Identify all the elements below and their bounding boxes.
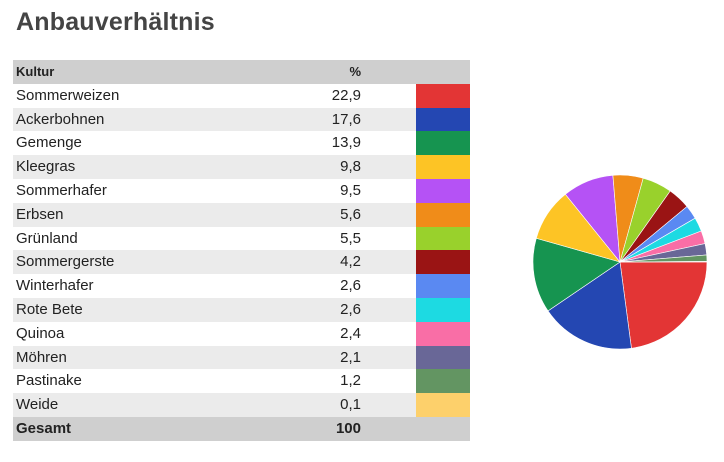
row-kultur: Sommerhafer xyxy=(13,178,303,203)
table-row: Sommergerste 4,2 xyxy=(13,250,470,275)
row-percent: 9,8 xyxy=(303,155,361,179)
pie-slice-gemenge xyxy=(532,237,621,312)
table-row: Möhren 2,1 xyxy=(13,345,470,370)
row-kultur: Rote Bete xyxy=(13,297,303,322)
header-percent: % xyxy=(303,60,361,84)
color-swatch xyxy=(416,297,470,322)
color-swatch xyxy=(416,131,470,156)
table-header: Kultur % xyxy=(13,60,470,84)
row-kultur: Quinoa xyxy=(13,321,303,346)
table-row: Rote Bete 2,6 xyxy=(13,297,470,322)
row-kultur: Ackerbohnen xyxy=(13,107,303,132)
row-percent: 0,1 xyxy=(303,393,361,417)
row-percent: 5,5 xyxy=(303,226,361,251)
row-percent: 2,1 xyxy=(303,345,361,370)
row-percent: 13,9 xyxy=(303,131,361,156)
color-swatch xyxy=(416,321,470,346)
table-row: Kleegras 9,8 xyxy=(13,155,470,179)
total-value: 100 xyxy=(303,416,361,441)
row-kultur: Pastinake xyxy=(13,369,303,394)
color-swatch xyxy=(416,178,470,203)
row-kultur: Sommergerste xyxy=(13,250,303,275)
row-percent: 4,2 xyxy=(303,250,361,275)
table-row: Sommerweizen 22,9 xyxy=(13,83,470,108)
color-swatch xyxy=(416,369,470,394)
row-kultur: Möhren xyxy=(13,345,303,370)
table-row: Gemenge 13,9 xyxy=(13,131,470,156)
color-swatch xyxy=(416,250,470,275)
row-kultur: Winterhafer xyxy=(13,274,303,298)
crop-table: Kultur % Sommerweizen 22,9 Ackerbohnen 17,6… xyxy=(13,60,470,441)
table-row: Ackerbohnen 17,6 xyxy=(13,107,470,132)
header-kultur: Kultur xyxy=(13,60,303,84)
color-swatch xyxy=(416,202,470,227)
table-row: Weide 0,1 xyxy=(13,393,470,417)
total-row: Gesamt 100 xyxy=(13,416,470,441)
row-kultur: Grünland xyxy=(13,226,303,251)
table-row: Winterhafer 2,6 xyxy=(13,274,470,298)
color-swatch xyxy=(416,274,470,298)
row-percent: 1,2 xyxy=(303,369,361,394)
row-percent: 22,9 xyxy=(303,83,361,108)
color-swatch xyxy=(416,83,470,108)
row-percent: 2,6 xyxy=(303,297,361,322)
row-kultur: Weide xyxy=(13,393,303,417)
row-percent: 5,6 xyxy=(303,202,361,227)
row-percent: 2,4 xyxy=(303,321,361,346)
color-swatch xyxy=(416,155,470,179)
table-row: Grünland 5,5 xyxy=(13,226,470,251)
row-kultur: Erbsen xyxy=(13,202,303,227)
row-kultur: Gemenge xyxy=(13,131,303,156)
table-row: Pastinake 1,2 xyxy=(13,369,470,394)
color-swatch xyxy=(416,226,470,251)
page-title: Anbauverhältnis xyxy=(16,8,215,36)
row-kultur: Sommerweizen xyxy=(13,83,303,108)
row-kultur: Kleegras xyxy=(13,155,303,179)
color-swatch xyxy=(416,393,470,417)
table-row: Erbsen 5,6 xyxy=(13,202,470,227)
table-row: Quinoa 2,4 xyxy=(13,321,470,346)
pie-chart xyxy=(532,174,708,350)
table-row: Sommerhafer 9,5 xyxy=(13,178,470,203)
total-label: Gesamt xyxy=(13,416,303,441)
pie-slice-ackerbohnen xyxy=(547,261,632,350)
color-swatch xyxy=(416,107,470,132)
row-percent: 9,5 xyxy=(303,178,361,203)
color-swatch xyxy=(416,345,470,370)
row-percent: 2,6 xyxy=(303,274,361,298)
pie-slice-weide xyxy=(619,261,708,263)
pie-slice-sommerweizen xyxy=(619,261,708,349)
row-percent: 17,6 xyxy=(303,107,361,132)
